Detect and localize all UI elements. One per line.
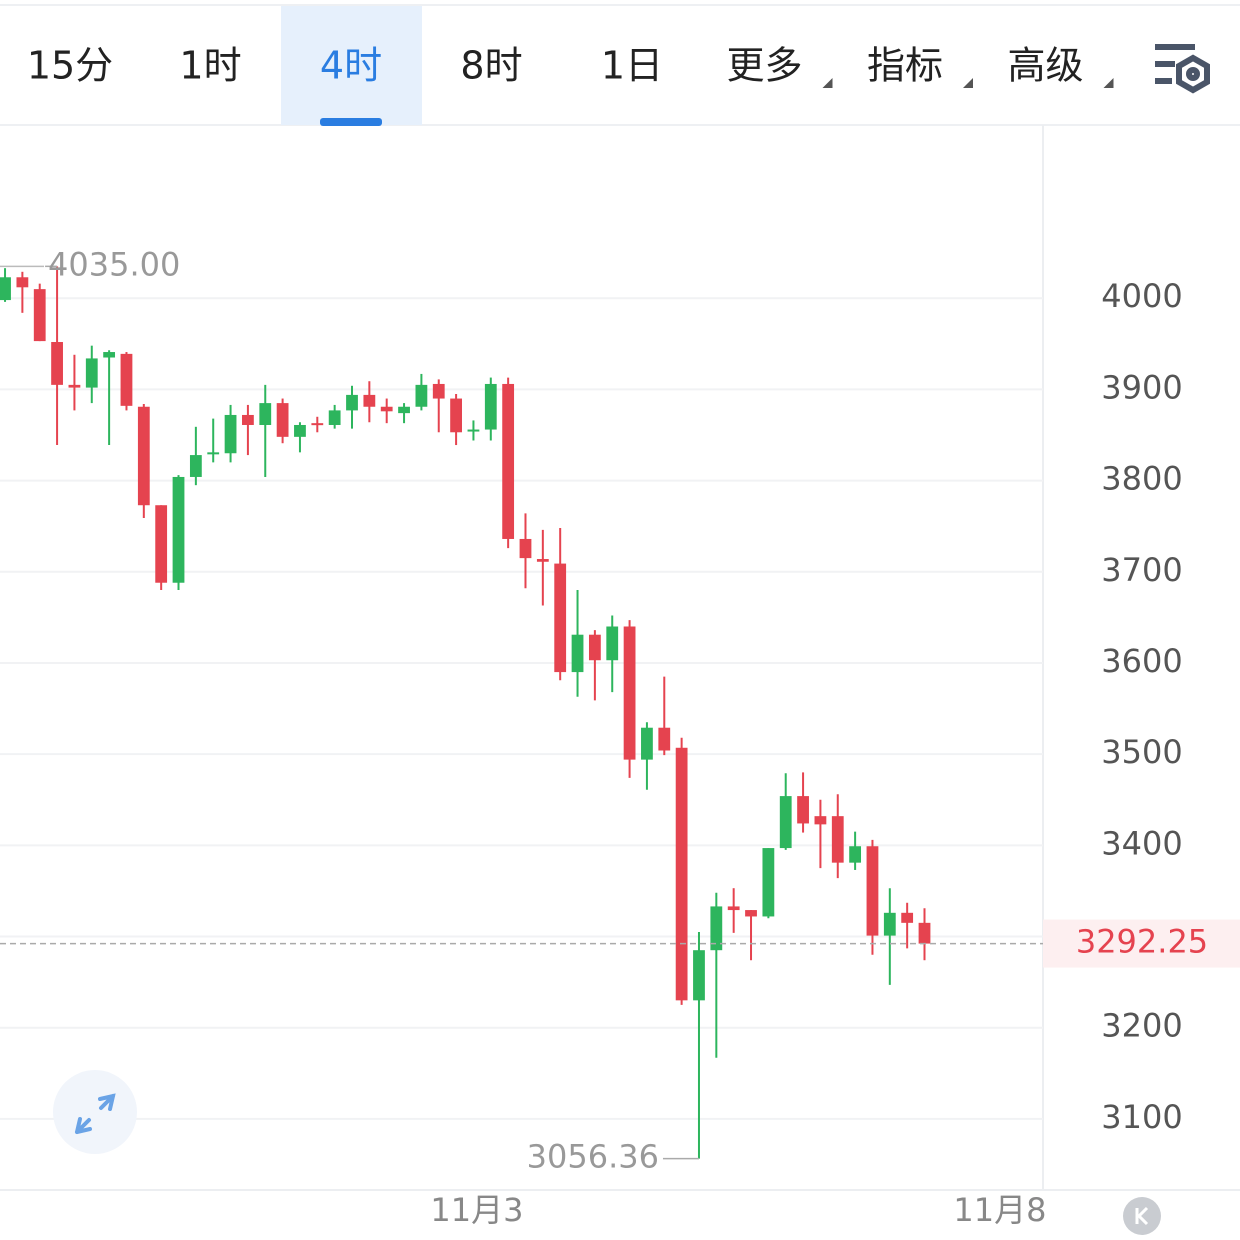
candle-body bbox=[207, 452, 220, 455]
candle-body bbox=[831, 816, 844, 863]
x-tick-label: 11月8 bbox=[953, 1191, 1046, 1229]
icon-dot bbox=[1186, 67, 1200, 81]
tab-label[interactable]: 高级 bbox=[1007, 44, 1083, 88]
candle-body bbox=[883, 912, 896, 936]
settings-icon[interactable] bbox=[1155, 44, 1210, 94]
candle-body bbox=[918, 922, 931, 944]
active-tab-bg bbox=[281, 6, 422, 125]
candle-body bbox=[606, 626, 619, 661]
candle-body bbox=[519, 538, 532, 559]
candle-body bbox=[675, 747, 688, 1001]
candle-body bbox=[224, 414, 237, 454]
candle-body bbox=[745, 910, 757, 917]
expand-icon bbox=[75, 1093, 116, 1134]
candle-body bbox=[242, 414, 254, 425]
tab-label[interactable]: 1日 bbox=[601, 44, 663, 88]
y-tick-label: 3900 bbox=[1101, 368, 1182, 406]
last-price-box bbox=[1043, 919, 1240, 968]
candle-body bbox=[346, 394, 358, 411]
active-tab-indicator bbox=[320, 118, 382, 126]
tab-label[interactable]: 指标 bbox=[867, 44, 943, 88]
x-tick-label: 11月3 bbox=[430, 1191, 523, 1229]
last-price-label: 3292.25 bbox=[1076, 923, 1208, 961]
candle-body bbox=[710, 906, 723, 951]
candle-body bbox=[294, 424, 306, 437]
y-tick-label: 4000 bbox=[1101, 277, 1182, 315]
candle-body bbox=[536, 559, 549, 562]
candle-body bbox=[311, 423, 324, 426]
tab-label[interactable]: 15分 bbox=[27, 44, 113, 88]
candle-body bbox=[155, 505, 168, 583]
collapse-button[interactable] bbox=[1123, 1197, 1161, 1235]
candle-body bbox=[866, 846, 879, 936]
candle-body bbox=[16, 277, 29, 288]
candle-body bbox=[623, 626, 636, 760]
max-label: 4035.00 bbox=[48, 245, 180, 283]
candle-body bbox=[259, 403, 272, 425]
candle-body bbox=[380, 406, 393, 412]
candle-body bbox=[484, 383, 497, 430]
candle-body bbox=[450, 398, 462, 433]
candle-body bbox=[502, 383, 515, 539]
candle-body bbox=[363, 394, 376, 407]
candle-body bbox=[901, 912, 914, 923]
candle-body bbox=[189, 455, 202, 477]
collapse-circle[interactable] bbox=[1123, 1197, 1161, 1235]
candle-body bbox=[51, 342, 63, 385]
dropdown-arrow bbox=[822, 78, 833, 88]
candle-body bbox=[467, 429, 480, 432]
collapse-icon bbox=[1135, 1206, 1149, 1226]
candle-body bbox=[641, 727, 653, 760]
toolbar: 15分 1时 4时 8时 1日 更多 指标 高级 bbox=[27, 6, 1114, 126]
candle-body bbox=[658, 727, 671, 751]
candle-body bbox=[814, 816, 827, 825]
y-tick-label: 3200 bbox=[1101, 1007, 1182, 1045]
candle-body bbox=[328, 410, 341, 425]
y-tick-label: 3400 bbox=[1101, 824, 1182, 862]
expand-circle[interactable] bbox=[53, 1070, 137, 1154]
y-tick-label: 3500 bbox=[1101, 733, 1182, 771]
candle-body bbox=[779, 796, 792, 849]
candle-body bbox=[762, 848, 775, 917]
candle-body bbox=[693, 950, 705, 1001]
candle-body bbox=[0, 277, 11, 301]
dropdown-arrow bbox=[1103, 78, 1114, 88]
candle-body bbox=[727, 906, 740, 911]
expand-button[interactable] bbox=[53, 1070, 137, 1154]
y-tick-label: 3100 bbox=[1101, 1098, 1182, 1136]
y-tick-label: 3800 bbox=[1101, 460, 1182, 498]
min-label: 3056.36 bbox=[527, 1138, 659, 1176]
candle-body bbox=[432, 383, 445, 399]
tab-label[interactable]: 更多 bbox=[726, 44, 802, 88]
dropdown-arrow bbox=[963, 78, 973, 88]
y-tick-label: 3700 bbox=[1101, 551, 1182, 589]
tab-label[interactable]: 8时 bbox=[460, 44, 522, 88]
candle-body bbox=[276, 403, 289, 437]
icon-hex bbox=[1176, 54, 1210, 94]
candle-body bbox=[415, 384, 428, 407]
candle-body bbox=[103, 352, 116, 358]
candle-body bbox=[33, 289, 46, 342]
candles: 4035.00 3056.36 3292.25 bbox=[0, 245, 1240, 1176]
candle-body bbox=[571, 634, 584, 673]
tab-label[interactable]: 1时 bbox=[179, 44, 241, 88]
candle-body bbox=[68, 384, 81, 388]
candle-body bbox=[849, 846, 862, 863]
candle-body bbox=[120, 353, 133, 406]
candle-body bbox=[172, 476, 185, 583]
candle-body bbox=[398, 406, 410, 414]
y-tick-label: 3600 bbox=[1101, 642, 1182, 680]
candle-body bbox=[588, 634, 601, 661]
candle-body bbox=[137, 406, 150, 506]
tab-label[interactable]: 4时 bbox=[320, 44, 382, 88]
candle-body bbox=[554, 563, 567, 673]
candle-body bbox=[797, 796, 809, 824]
candle-body bbox=[85, 358, 98, 388]
